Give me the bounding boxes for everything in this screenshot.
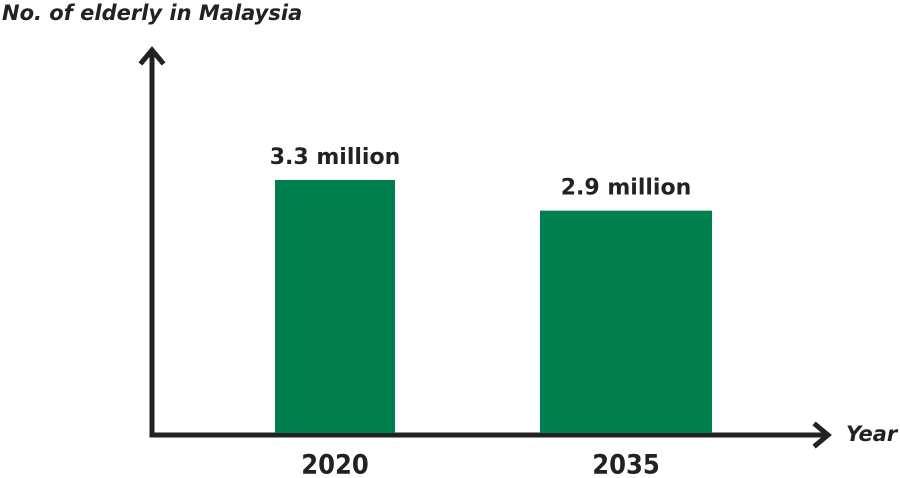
x-axis-arrow [812,421,832,449]
bar [275,180,395,433]
x-axis-label: Year [846,422,899,446]
bar [540,210,712,433]
axes [138,46,832,449]
x-tick-label: 2020 [301,450,369,478]
y-axis-arrow [138,46,166,66]
value-label: 2.9 million [561,176,692,201]
value-label: 3.3 million [270,145,401,170]
x-tick-label: 2035 [592,450,660,478]
chart-title: No. of elderly in Malaysia [2,1,302,25]
